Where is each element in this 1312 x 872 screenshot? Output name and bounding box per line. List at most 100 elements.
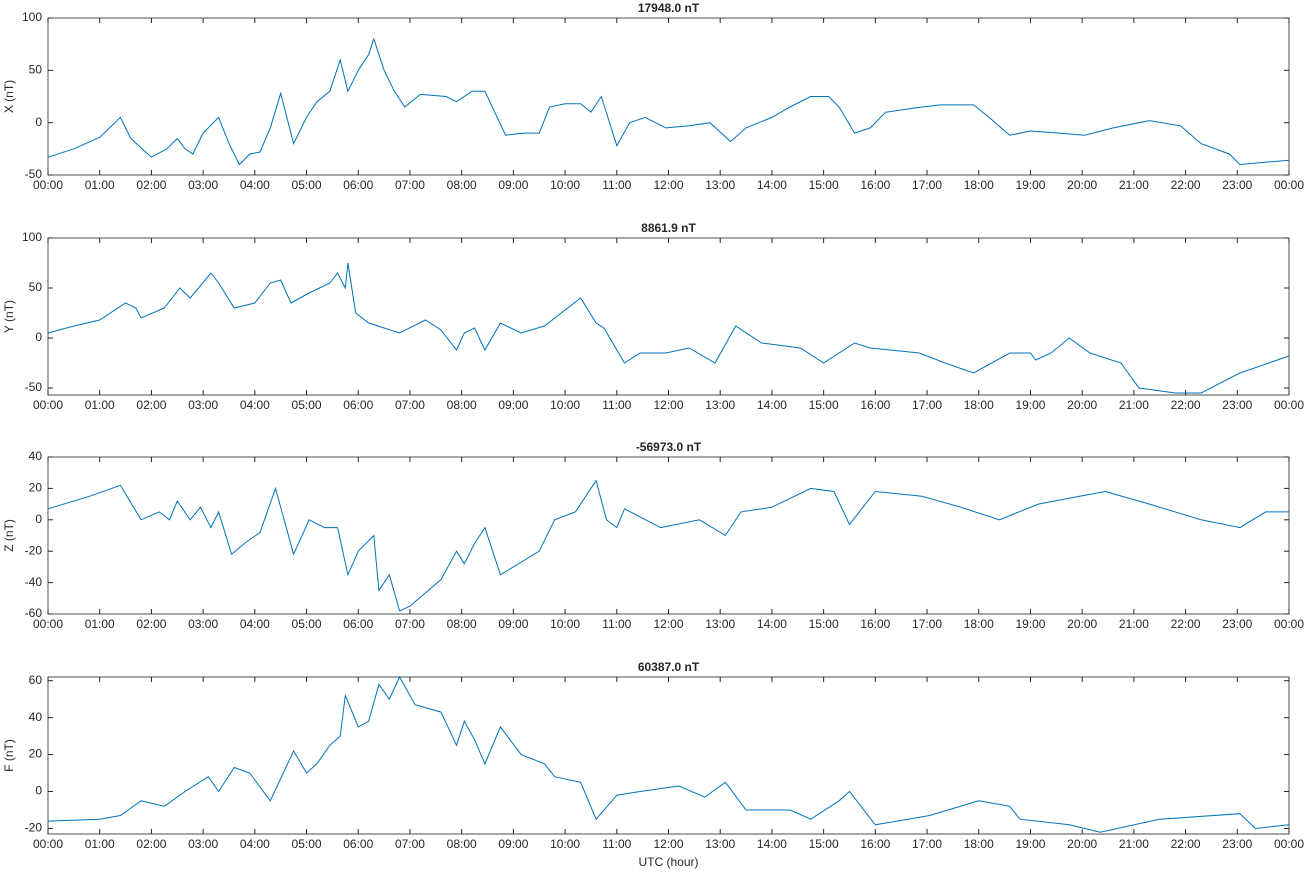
x-tick-label: 11:00 bbox=[602, 178, 631, 192]
x-tick-label: 20:00 bbox=[1067, 617, 1097, 631]
x-tick-label: 20:00 bbox=[1067, 398, 1097, 412]
y-tick-label: -40 bbox=[25, 575, 43, 589]
x-tick-label: 23:00 bbox=[1222, 398, 1252, 412]
x-tick-label: 16:00 bbox=[860, 617, 890, 631]
x-tick-label: 10:00 bbox=[550, 837, 580, 851]
x-tick-label: 17:00 bbox=[912, 617, 942, 631]
data-line bbox=[47, 37, 1290, 166]
y-tick-label: -20 bbox=[25, 543, 43, 557]
x-tick-label: 08:00 bbox=[447, 398, 477, 412]
x-tick-label: 22:00 bbox=[1171, 617, 1201, 631]
x-tick-label: 13:00 bbox=[705, 617, 735, 631]
x-tick-label: 15:00 bbox=[809, 178, 839, 192]
x-tick-label: 08:00 bbox=[447, 837, 477, 851]
x-tick-label: 05:00 bbox=[292, 398, 322, 412]
x-tick-label: 11:00 bbox=[602, 837, 631, 851]
y-tick-label: 0 bbox=[35, 784, 42, 798]
y-tick-label: 100 bbox=[22, 10, 42, 24]
x-tick-label: 06:00 bbox=[343, 617, 373, 631]
y-axis-label: Z (nT) bbox=[2, 519, 16, 552]
x-tick-label: 18:00 bbox=[964, 398, 994, 412]
x-tick-label: 14:00 bbox=[757, 178, 787, 192]
x-tick-label: 21:00 bbox=[1119, 617, 1149, 631]
x-axis-label: UTC (hour) bbox=[638, 855, 698, 869]
x-tick-label: 18:00 bbox=[964, 178, 994, 192]
x-tick-label: 18:00 bbox=[964, 837, 994, 851]
x-tick-label: 15:00 bbox=[809, 398, 839, 412]
x-tick-label: 00:00 bbox=[33, 178, 63, 192]
x-tick-label: 02:00 bbox=[136, 617, 166, 631]
x-tick-label: 21:00 bbox=[1119, 398, 1149, 412]
y-tick-label: 20 bbox=[29, 481, 43, 495]
x-tick-label: 01:00 bbox=[85, 837, 115, 851]
data-line bbox=[47, 675, 1290, 833]
subplot-title: 60387.0 nT bbox=[638, 660, 700, 674]
x-tick-label: 00:00 bbox=[33, 837, 63, 851]
y-tick-label: 50 bbox=[29, 63, 43, 77]
x-tick-label: 00:00 bbox=[1274, 398, 1304, 412]
axes-box bbox=[47, 237, 1290, 396]
x-tick-label: 18:00 bbox=[964, 617, 994, 631]
x-tick-label: 00:00 bbox=[1274, 178, 1304, 192]
y-tick-label: -50 bbox=[25, 167, 43, 181]
x-tick-label: 01:00 bbox=[85, 398, 115, 412]
x-tick-label: 14:00 bbox=[757, 837, 787, 851]
subplot-title: -56973.0 nT bbox=[636, 440, 702, 454]
x-tick-label: 07:00 bbox=[395, 617, 425, 631]
x-tick-label: 20:00 bbox=[1067, 837, 1097, 851]
x-tick-label: 20:00 bbox=[1067, 178, 1097, 192]
x-tick-label: 09:00 bbox=[498, 398, 528, 412]
axes-box bbox=[47, 456, 1290, 615]
x-tick-label: 04:00 bbox=[240, 398, 270, 412]
x-tick-label: 23:00 bbox=[1222, 837, 1252, 851]
x-tick-label: 10:00 bbox=[550, 617, 580, 631]
x-tick-label: 09:00 bbox=[498, 178, 528, 192]
x-tick-label: 19:00 bbox=[1015, 178, 1045, 192]
x-tick-label: 17:00 bbox=[912, 837, 942, 851]
x-tick-label: 19:00 bbox=[1015, 837, 1045, 851]
x-tick-label: 14:00 bbox=[757, 617, 787, 631]
x-tick-label: 22:00 bbox=[1171, 178, 1201, 192]
x-tick-label: 23:00 bbox=[1222, 178, 1252, 192]
x-tick-label: 08:00 bbox=[447, 617, 477, 631]
y-tick-label: 40 bbox=[29, 449, 43, 463]
y-tick-label: 0 bbox=[35, 330, 42, 344]
x-tick-label: 15:00 bbox=[809, 617, 839, 631]
y-tick-label: 20 bbox=[29, 747, 43, 761]
x-tick-label: 00:00 bbox=[33, 617, 63, 631]
x-tick-label: 19:00 bbox=[1015, 617, 1045, 631]
x-tick-label: 06:00 bbox=[343, 837, 373, 851]
y-tick-label: 0 bbox=[35, 512, 42, 526]
x-tick-label: 01:00 bbox=[85, 178, 115, 192]
x-tick-label: 04:00 bbox=[240, 178, 270, 192]
x-tick-label: 19:00 bbox=[1015, 398, 1045, 412]
x-tick-label: 02:00 bbox=[136, 837, 166, 851]
x-tick-label: 07:00 bbox=[395, 398, 425, 412]
x-tick-label: 12:00 bbox=[653, 178, 683, 192]
x-tick-label: 17:00 bbox=[912, 178, 942, 192]
x-tick-label: 04:00 bbox=[240, 837, 270, 851]
x-tick-label: 06:00 bbox=[343, 398, 373, 412]
x-tick-label: 22:00 bbox=[1171, 398, 1201, 412]
x-tick-label: 02:00 bbox=[136, 178, 166, 192]
x-tick-label: 22:00 bbox=[1171, 837, 1201, 851]
x-tick-label: 06:00 bbox=[343, 178, 373, 192]
y-tick-label: -60 bbox=[25, 606, 43, 620]
x-tick-label: 01:00 bbox=[85, 617, 115, 631]
y-tick-label: -20 bbox=[25, 821, 43, 835]
x-tick-label: 00:00 bbox=[1274, 617, 1304, 631]
x-tick-label: 08:00 bbox=[447, 178, 477, 192]
x-tick-label: 03:00 bbox=[188, 398, 218, 412]
x-tick-label: 17:00 bbox=[912, 398, 942, 412]
x-tick-label: 15:00 bbox=[809, 837, 839, 851]
x-tick-label: 00:00 bbox=[33, 398, 63, 412]
x-tick-label: 21:00 bbox=[1119, 837, 1149, 851]
x-tick-label: 03:00 bbox=[188, 837, 218, 851]
x-tick-label: 03:00 bbox=[188, 178, 218, 192]
subplot-title: 8861.9 nT bbox=[641, 221, 696, 235]
x-tick-label: 10:00 bbox=[550, 398, 580, 412]
y-axis-label: F (nT) bbox=[2, 739, 16, 772]
y-axis-label: X (nT) bbox=[2, 80, 16, 113]
y-tick-label: 60 bbox=[29, 673, 43, 687]
